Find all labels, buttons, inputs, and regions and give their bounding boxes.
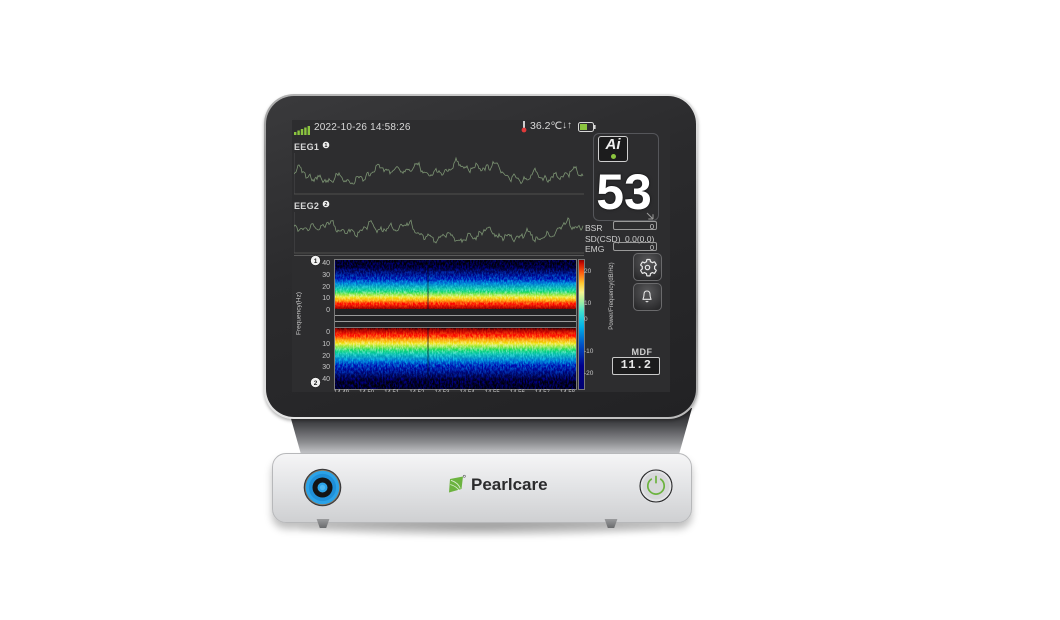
svg-text:2: 2: [324, 202, 327, 208]
svg-text:1: 1: [324, 143, 327, 149]
